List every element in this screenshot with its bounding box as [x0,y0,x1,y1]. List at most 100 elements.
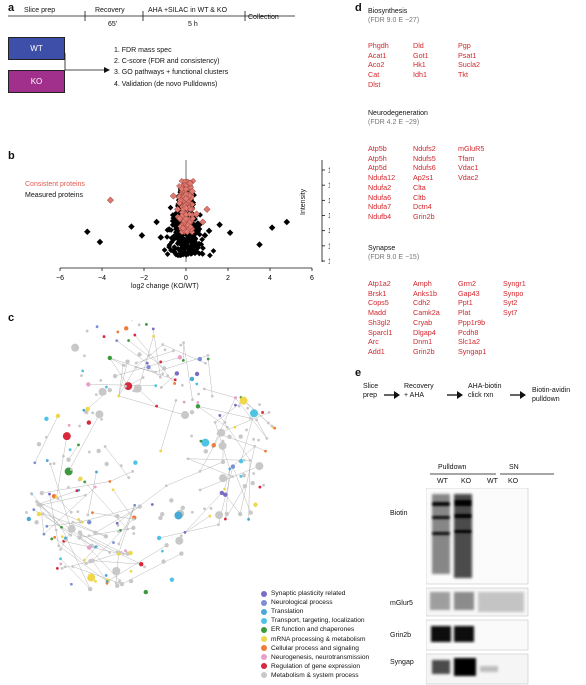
network-node [36,511,42,517]
consistent-point [183,228,191,235]
network-node [245,428,249,432]
measured-point [210,248,217,254]
y-tick-label: 1E+12 [328,168,330,175]
flow-click: AHA-biotin click rxn [468,383,502,399]
measured-point [168,239,175,245]
measured-point [180,242,187,248]
network-node [175,536,184,545]
network-node [99,378,103,382]
network-node [258,403,262,406]
measured-point [182,236,190,244]
network-node [199,439,203,443]
network-edge [118,365,124,397]
network-node [45,524,49,528]
network-node [83,558,86,562]
network-node [87,573,96,582]
network-node [123,326,129,331]
network-node [223,421,227,424]
network-node [116,523,120,527]
network-node [104,461,109,467]
legend-swatch [261,672,267,679]
network-node [126,527,129,531]
network-node [41,512,45,516]
gene-name: Aco2 [368,60,385,70]
consistent-point [192,210,201,218]
gene-name: Cryab [413,317,433,327]
network-node [51,493,57,499]
gene-name: Syngap1 [458,346,487,356]
gene-name: Psat1 [458,50,477,60]
network-node [30,491,33,495]
legend-label: Transport, targeting, localization [271,617,365,625]
flow-pulldown: Biotin-avidin pulldown [532,387,571,403]
network-node [217,523,220,527]
network-edge [68,444,79,460]
network-node [213,420,217,424]
network-edge [159,524,219,539]
legend-swatch [261,645,267,652]
network-edge [104,446,129,478]
network-node [112,373,118,379]
gene-name: Ndufs2 [413,144,436,153]
gene-name: Cops5 [368,298,389,308]
gene-name: Slc1a2 [458,337,480,347]
consistent-cloud [174,177,197,236]
measured-point [165,226,173,233]
gene-column: mGluR5 Tfam Vdac1 Vdac2 [458,144,484,183]
network-edge [87,393,106,410]
group-neurodegeneration: Neurodegeneration (FDR 4.2 E −29) [368,110,428,127]
network-node [144,323,148,326]
network-node [71,343,80,352]
network-node [59,547,62,551]
network-node [153,370,157,374]
network-node [107,355,113,361]
consistent-point [182,191,190,198]
gene-column: Atp5b Atp5h Atp5d Ndufa12 Ndufa2 Ndufa6 Ndufa7… [368,144,395,222]
network-node [94,545,97,549]
network-node [127,339,130,342]
measured-point [195,244,202,251]
gene-name: Cat [368,70,380,80]
network-edge [117,485,167,524]
network-node [143,565,146,569]
network-node [57,544,61,548]
timeline-aha-duration: 5 h [188,21,198,28]
network-edges [31,328,274,590]
network-edge [240,413,255,462]
network-node [181,411,190,420]
gene-name: Hk1 [413,60,426,70]
group-fdr: (FDR 9.0 E −15) [368,253,420,261]
network-node [189,376,195,382]
network-node [253,502,258,507]
measured-point [138,232,146,239]
network-edge [160,400,177,452]
network-node [124,382,133,391]
network-node [197,356,203,362]
consistent-point [183,204,190,212]
network-node [210,394,214,398]
gene-name: Ndufa7 [368,202,392,212]
measured-point [196,250,203,257]
network-edge [84,481,128,530]
step-2: 2. C-score (FDR and consistency) [114,58,220,66]
gene-name: Arc [368,337,379,347]
network-node [34,520,39,525]
lane-ko-sn: KO [508,478,519,485]
network-node [75,489,79,493]
network-node [186,457,190,461]
y-tick-label: 1E+10 [328,198,330,205]
network-node [108,551,112,554]
network-node [211,443,216,448]
network-edge [183,342,193,400]
network-edge [79,537,120,581]
network-edge [200,465,260,491]
consistent-point [189,215,196,222]
gene-name: Dlgap4 [413,327,436,337]
network-node [80,374,83,378]
network-edge [72,566,122,585]
network-edge [166,461,224,486]
measured-point [157,234,165,241]
gene-name: Dlst [368,79,381,89]
network-edge [87,471,97,515]
gene-name: Syt7 [503,308,518,318]
